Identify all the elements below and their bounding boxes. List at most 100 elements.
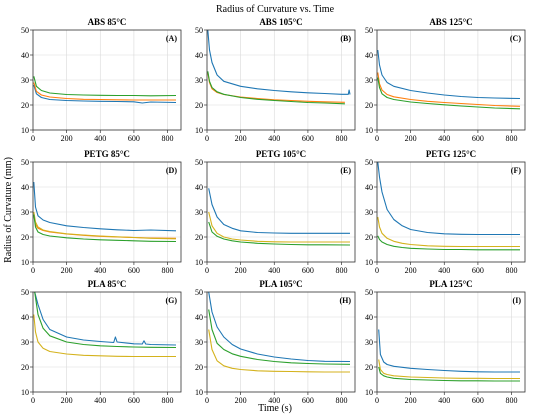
x-tick-label: 200 (405, 396, 417, 405)
x-tick-label: 600 (128, 396, 140, 405)
y-tick-label: 20 (21, 101, 29, 110)
y-tick-label: 10 (21, 388, 29, 397)
x-tick-label: 800 (162, 266, 174, 275)
y-axis-label: Radius of Curvature (mm) (3, 157, 14, 263)
series-line-blue (378, 329, 520, 373)
x-tick-label: 0 (375, 266, 379, 275)
x-tick-label: 400 (438, 396, 450, 405)
y-tick-label: 20 (195, 233, 203, 242)
series-line-orange (377, 72, 521, 107)
x-tick-label: 200 (405, 266, 417, 275)
x-tick-label: 0 (205, 134, 209, 143)
y-tick-label: 30 (195, 76, 203, 85)
x-tick-label: 400 (94, 134, 106, 143)
panel-title: PETG 105°C (256, 149, 306, 159)
y-tick-label: 50 (365, 26, 373, 35)
y-tick-label: 40 (195, 51, 203, 60)
x-tick-label: 200 (61, 134, 73, 143)
series-line-orange (33, 82, 176, 101)
x-tick-label: 0 (31, 134, 35, 143)
x-tick-label: 600 (128, 134, 140, 143)
series-line-blue (33, 84, 177, 104)
x-tick-label: 800 (336, 396, 348, 405)
y-tick-label: 10 (365, 388, 373, 397)
panel-title: PETG 125°C (426, 149, 476, 159)
series-line-green (34, 291, 177, 349)
panel-h: 0 200 400 600 800 10 20 30 40 50 PLA 105°C (H) (195, 279, 356, 405)
y-tick-label: 30 (365, 76, 373, 85)
y-tick-label: 50 (195, 26, 203, 35)
x-tick-label: 0 (31, 396, 35, 405)
panel-title: PLA 105°C (259, 279, 302, 289)
panel-tag: (F) (511, 166, 522, 175)
y-tick-label: 10 (365, 126, 373, 135)
panel-tag: (B) (340, 34, 351, 43)
y-tick-label: 50 (21, 158, 29, 167)
panel-e: 0 200 400 600 800 10 20 30 40 50 PETG 105°C (E) (195, 149, 356, 275)
y-tick-label: 50 (195, 288, 203, 297)
panel-i: 0 200 400 600 800 10 20 30 40 50 PLA 125°C (I) (365, 279, 526, 405)
panel-c: 0 200 400 600 800 10 20 30 40 50 ABS 125°C (C) (365, 17, 526, 143)
y-tick-label: 30 (365, 338, 373, 347)
figure-title: Radius of Curvature vs. Time (216, 4, 335, 15)
series-line-yellow (378, 359, 520, 380)
panel-tag: (I) (513, 296, 522, 305)
series-line-green (208, 221, 351, 246)
x-tick-label: 600 (472, 396, 484, 405)
panel-tag: (G) (165, 296, 177, 305)
series-line-blue (208, 188, 350, 234)
x-tick-label: 0 (31, 266, 35, 275)
series-line-green (208, 309, 351, 365)
panel-title: ABS 105°C (259, 17, 302, 27)
y-tick-label: 40 (365, 183, 373, 192)
panel-b: 0 200 400 600 800 10 20 30 40 50 ABS 105°C (B) (195, 17, 356, 143)
x-tick-label: 600 (302, 266, 314, 275)
series-line-orange (207, 72, 345, 103)
series-line-green (207, 71, 345, 105)
panel-tag: (E) (340, 166, 351, 175)
x-tick-label: 800 (506, 396, 518, 405)
y-tick-label: 30 (195, 208, 203, 217)
x-tick-label: 200 (405, 134, 417, 143)
y-tick-label: 10 (21, 258, 29, 267)
x-tick-label: 800 (336, 266, 348, 275)
y-tick-label: 20 (365, 233, 373, 242)
x-tick-label: 200 (235, 134, 247, 143)
y-tick-label: 50 (195, 158, 203, 167)
x-tick-label: 200 (235, 266, 247, 275)
y-tick-label: 20 (195, 101, 203, 110)
x-tick-label: 400 (94, 396, 106, 405)
x-tick-label: 400 (438, 134, 450, 143)
x-tick-label: 600 (302, 134, 314, 143)
panel-title: PETG 85°C (84, 149, 130, 159)
y-tick-label: 20 (365, 363, 373, 372)
y-tick-label: 30 (21, 208, 29, 217)
series-line-blue (33, 181, 177, 232)
x-tick-label: 800 (336, 134, 348, 143)
panel-tag: (C) (510, 34, 521, 43)
x-tick-label: 400 (268, 266, 280, 275)
x-tick-label: 600 (302, 396, 314, 405)
y-tick-label: 10 (195, 258, 203, 267)
x-tick-label: 400 (268, 134, 280, 143)
series-line-yellow (208, 211, 350, 243)
x-tick-label: 0 (205, 396, 209, 405)
y-tick-label: 50 (365, 158, 373, 167)
y-tick-label: 10 (365, 258, 373, 267)
y-tick-label: 40 (21, 51, 29, 60)
y-tick-label: 50 (21, 288, 29, 297)
y-tick-label: 40 (195, 313, 203, 322)
y-tick-label: 10 (195, 126, 203, 135)
series-line-blue (207, 29, 351, 95)
x-tick-label: 200 (235, 396, 247, 405)
y-tick-label: 40 (195, 183, 203, 192)
x-tick-label: 0 (205, 266, 209, 275)
x-tick-label: 400 (94, 266, 106, 275)
series-line-green (378, 366, 520, 382)
panel-title: PLA 125°C (429, 279, 472, 289)
y-tick-label: 40 (21, 183, 29, 192)
series-line-blue (377, 161, 520, 236)
y-tick-label: 50 (365, 288, 373, 297)
